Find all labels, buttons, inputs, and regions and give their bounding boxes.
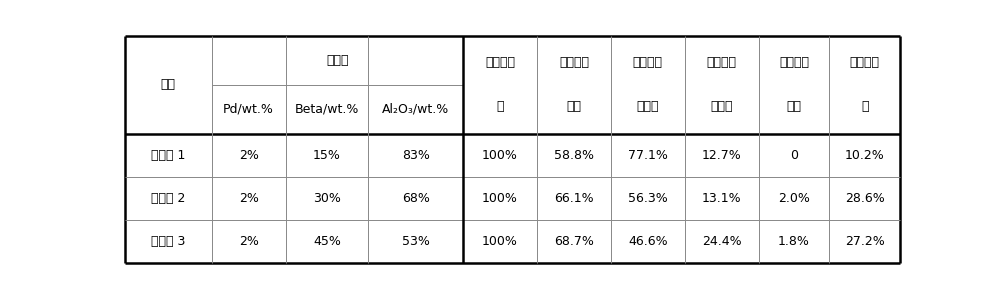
Text: 13.1%: 13.1% — [702, 192, 742, 205]
Text: 芳烳选择: 芳烳选择 — [850, 57, 880, 70]
Text: 68.7%: 68.7% — [554, 235, 594, 248]
Text: 择性: 择性 — [786, 99, 801, 112]
Text: 脱氧转化: 脱氧转化 — [485, 57, 515, 70]
Text: 58.8%: 58.8% — [554, 149, 594, 162]
Text: 30%: 30% — [313, 192, 341, 205]
Text: 实施例 1: 实施例 1 — [151, 149, 186, 162]
Text: 45%: 45% — [313, 235, 341, 248]
Text: 68%: 68% — [402, 192, 430, 205]
Text: 83%: 83% — [402, 149, 430, 162]
Text: 选择性: 选择性 — [637, 99, 659, 112]
Text: 66.1%: 66.1% — [554, 192, 594, 205]
Text: Al₂O₃/wt.%: Al₂O₃/wt.% — [382, 102, 449, 115]
Text: 56.3%: 56.3% — [628, 192, 668, 205]
Text: 27.2%: 27.2% — [845, 235, 885, 248]
Text: 1.8%: 1.8% — [778, 235, 810, 248]
Text: 序号: 序号 — [161, 78, 176, 91]
Text: 实施例 2: 实施例 2 — [151, 192, 186, 205]
Text: 性: 性 — [861, 99, 868, 112]
Text: 2%: 2% — [239, 149, 259, 162]
Text: 2%: 2% — [239, 235, 259, 248]
Text: 24.4%: 24.4% — [702, 235, 742, 248]
Text: 异构烷烃: 异构烷烃 — [707, 57, 737, 70]
Text: 100%: 100% — [482, 235, 518, 248]
Text: 0: 0 — [790, 149, 798, 162]
Text: 77.1%: 77.1% — [628, 149, 668, 162]
Text: 100%: 100% — [482, 192, 518, 205]
Text: Pd/wt.%: Pd/wt.% — [223, 102, 274, 115]
Text: 率: 率 — [496, 99, 504, 112]
Text: 53%: 53% — [402, 235, 430, 248]
Text: 10.2%: 10.2% — [845, 149, 885, 162]
Text: 12.7%: 12.7% — [702, 149, 742, 162]
Text: 正构烷烃: 正构烷烃 — [633, 57, 663, 70]
Text: 催化剂: 催化剂 — [326, 54, 349, 67]
Text: 航油组分: 航油组分 — [559, 57, 589, 70]
Text: 收率: 收率 — [566, 99, 581, 112]
Text: 环烷烃选: 环烷烃选 — [779, 57, 809, 70]
Text: 选择性: 选择性 — [710, 99, 733, 112]
Text: 15%: 15% — [313, 149, 341, 162]
Text: 2.0%: 2.0% — [778, 192, 810, 205]
Text: 28.6%: 28.6% — [845, 192, 885, 205]
Text: 100%: 100% — [482, 149, 518, 162]
Text: 46.6%: 46.6% — [628, 235, 668, 248]
Text: 实施例 3: 实施例 3 — [151, 235, 186, 248]
Text: Beta/wt.%: Beta/wt.% — [295, 102, 359, 115]
Text: 2%: 2% — [239, 192, 259, 205]
